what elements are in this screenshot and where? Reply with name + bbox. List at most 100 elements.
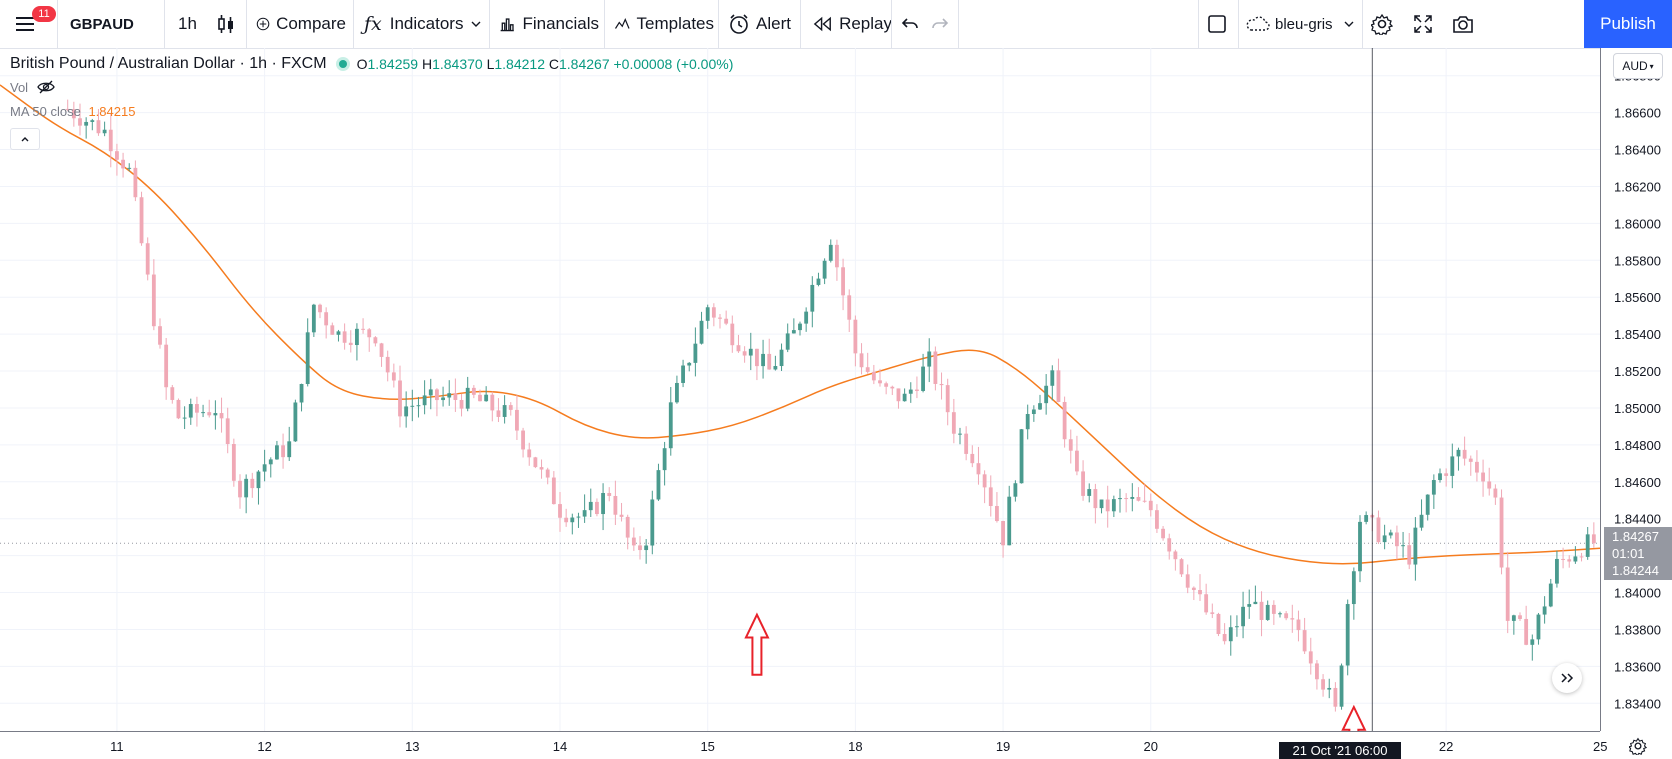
ohlc-values: O1.84259 H1.84370 L1.84212 C1.84267 +0.0… [356,56,734,72]
menu-button[interactable] [14,0,44,48]
candle-body [730,323,735,346]
candle-body [188,404,193,418]
fullscreen-button[interactable] [1413,0,1437,48]
candle-body [1524,618,1529,645]
candle-body [416,405,421,407]
publish-button[interactable]: Publish [1584,0,1672,48]
candle-body [761,353,765,367]
axis-settings-button[interactable] [1626,734,1650,758]
candle-body [158,326,162,345]
fullscreen-layout-button[interactable] [1207,0,1231,48]
chart-style-button[interactable] [216,0,238,48]
time-axis[interactable]: 11 12 13 14 15 18 19 20 22 25 [0,731,1672,759]
symbol-legend: British Pound / Australian Dollar · 1h ·… [10,55,733,73]
candle-body [847,295,852,320]
candle-body [619,514,624,517]
price-axis[interactable]: 1.834001.836001.838001.840001.842001.844… [1600,48,1672,759]
price-tick-label: 1.86000 [1614,216,1661,231]
candle-body [976,463,981,475]
ma-indicator-row[interactable]: MA 50 close 1.84215 [10,104,135,119]
candle-body [798,323,802,331]
gear-icon [1371,13,1393,35]
time-tick-label: 18 [848,739,862,754]
candle-body [564,517,569,523]
undo-button[interactable] [900,0,922,48]
compare-button[interactable]: Compare [256,0,346,48]
candle-body [964,433,969,454]
scroll-to-realtime-button[interactable] [1552,663,1582,693]
candle-body [324,312,329,326]
candle-body [915,389,919,391]
alert-button[interactable]: Alert [728,0,793,48]
price-chart[interactable]: 1.834001.836001.838001.840001.842001.844… [0,48,1672,759]
symbol-search-button[interactable]: GBPAUD [70,15,134,33]
financials-button[interactable]: Financials [499,0,599,48]
up-arrow-annotation [1341,704,1367,759]
rewind-icon [813,16,831,32]
price-tick-label: 1.84800 [1614,438,1661,453]
candle-body [1124,498,1129,500]
candle-body [927,351,932,367]
layout-button[interactable]: bleu-gris [1245,0,1355,48]
volume-label: Vol [10,79,29,95]
candle-body [711,307,716,318]
volume-indicator-row[interactable]: Vol [10,79,56,95]
candle-body [121,159,125,169]
candle-body [244,478,249,498]
candle-body [256,471,261,489]
financials-label: Financials [522,14,599,33]
time-tick-label: 14 [553,739,567,754]
indicators-button[interactable]: ƒx Indicators [364,0,474,48]
indicators-dropdown[interactable] [470,0,484,48]
square-icon [1208,15,1226,33]
candle-body [816,278,821,285]
currency-button[interactable]: AUD ▾ [1613,53,1663,79]
candle-body [490,394,495,411]
candle-body [1567,559,1572,562]
candle-body [1315,663,1319,680]
candle-body [231,444,236,481]
candle-body [841,267,845,296]
candle-body [1038,403,1042,410]
candle-body [1050,370,1055,386]
candle-body [699,320,704,344]
candle-body [705,307,710,321]
time-tick-label: 12 [257,739,271,754]
candle-body [718,317,722,319]
candle-body [1542,606,1547,615]
eye-off-icon[interactable] [36,79,56,95]
time-axis-background [0,731,1672,759]
collapse-legend-button[interactable] [10,128,40,150]
candle-body [1376,517,1381,543]
price-tick-label: 1.83400 [1614,696,1661,711]
candle-body [435,389,439,401]
candle-body [545,469,550,478]
price-axis-background [1600,48,1672,731]
candle-body [1431,480,1436,495]
candle-body [1591,534,1596,544]
snapshot-button[interactable] [1452,0,1476,48]
candle-body [742,351,747,356]
candle-body [539,467,544,470]
market-status-dot [338,60,347,68]
candle-body [410,405,415,407]
candle-body [1105,499,1110,512]
replay-button[interactable]: Replay [812,0,892,48]
candle-body [601,492,605,515]
candle-body [1241,606,1245,627]
candle-body [631,537,636,546]
candle-body [1475,461,1479,473]
candle-body [1222,634,1227,642]
settings-button[interactable] [1371,0,1395,48]
candle-body [527,449,532,458]
candle-body [650,499,655,546]
interval-button[interactable]: 1h [178,14,197,33]
redo-button[interactable] [930,0,952,48]
candle-body [687,362,692,366]
ma-price-value: 1.84244 [1612,563,1659,578]
candle-body [1265,604,1270,620]
templates-button[interactable]: Templates [614,0,714,48]
candle-body [908,389,913,394]
candle-body [176,399,181,419]
chart-grid [0,48,1600,731]
